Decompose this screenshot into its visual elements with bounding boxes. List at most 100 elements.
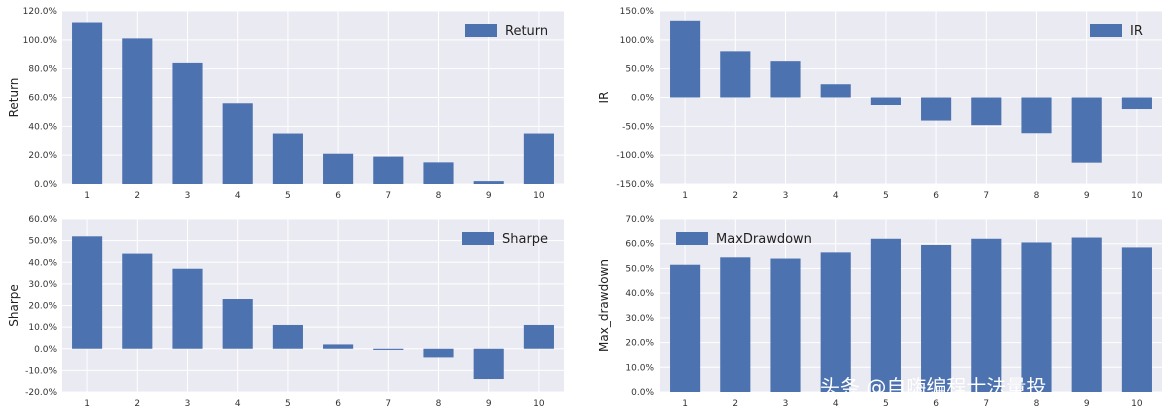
x-tick-label: 8 [436,399,442,409]
y-tick-label: 0.0% [34,180,57,190]
x-tick-label: 3 [185,399,191,409]
y-tick-label: 60.0% [28,215,57,225]
x-tick-label: 9 [486,399,492,409]
y-tick-label: -20.0% [25,388,57,398]
x-tick-label: 6 [335,191,341,201]
bar-10 [1121,97,1152,110]
bar-5 [870,238,901,392]
y-tick-label: 10.0% [28,323,57,333]
x-tick-label: 7 [983,191,989,201]
x-tick-label: 5 [285,191,291,201]
bar-5 [870,97,901,105]
bar-1 [670,264,701,392]
bar-6 [921,244,952,392]
bar-10 [523,324,554,349]
bar-1 [72,22,103,185]
x-tick-label: 10 [1131,191,1143,201]
y-tick-label: 0.0% [631,388,654,398]
bar-7 [971,97,1002,126]
x-tick-label: 7 [385,191,391,201]
x-tick-label: 1 [682,191,688,201]
legend-swatch [1090,24,1122,37]
legend-swatch [676,232,708,245]
y-tick-label: 40.0% [28,258,57,268]
bar-2 [122,38,153,185]
y-tick-label: 70.0% [625,215,654,225]
x-tick-label: 4 [235,191,241,201]
x-tick-label: 5 [883,191,889,201]
bar-9 [473,348,504,380]
bar-8 [423,162,454,184]
bar-1 [670,20,701,98]
x-tick-label: 1 [84,191,90,201]
y-tick-label: 100.0% [23,36,58,46]
x-tick-label: 10 [533,399,545,409]
x-tick-label: 4 [833,399,839,409]
x-tick-label: 7 [385,399,391,409]
y-tick-label: 100.0% [620,36,655,46]
x-tick-label: 10 [1131,399,1143,409]
bar-7 [373,348,404,350]
x-tick-label: 9 [1084,399,1090,409]
x-tick-label: 4 [833,191,839,201]
chart-panel-2: -150.0% -100.0% -50.0% 0.0% 50.0% 100.0% 150.0… [597,7,1162,201]
x-tick-label: 3 [185,191,191,201]
bar-2 [122,253,153,349]
x-tick-label: 8 [436,191,442,201]
bar-5 [272,133,303,184]
legend: Sharpe [462,232,548,247]
x-tick-label: 8 [1034,399,1040,409]
chart-panel-1: 0.0% 20.0% 40.0% 60.0% 80.0% 100.0% 120.0% 1 2 3 4… [7,7,564,201]
y-tick-label: 30.0% [28,280,57,290]
y-tick-label: 60.0% [625,240,654,250]
chart-panel-3: -20.0% -10.0% 0.0% 10.0% 20.0% 30.0% 40.0% 50.0… [7,215,564,409]
x-tick-label: 5 [285,399,291,409]
y-tick-label: 20.0% [625,339,654,349]
y-tick-label: 20.0% [28,302,57,312]
bar-4 [820,84,851,98]
bar-10 [523,133,554,184]
x-tick-label: 10 [533,191,545,201]
watermark: 头条 @自嗨编程士法量投 [820,375,1046,399]
bar-9 [473,181,504,184]
y-tick-label: -10.0% [25,366,57,376]
y-axis-label: Max_drawdown [597,259,611,352]
x-tick-label: 1 [682,399,688,409]
bar-2 [720,51,751,98]
x-tick-label: 2 [732,191,738,201]
y-axis-label: Return [7,78,21,118]
x-tick-label: 3 [783,399,789,409]
x-tick-label: 2 [134,399,140,409]
x-tick-label: 5 [883,399,889,409]
y-tick-label: 50.0% [28,237,57,247]
bar-6 [921,97,952,121]
legend-label: Sharpe [502,232,548,247]
y-tick-label: 30.0% [625,314,654,324]
y-tick-label: 150.0% [620,7,655,17]
bar-8 [1021,242,1052,392]
bar-4 [222,103,253,184]
legend: IR [1090,24,1143,39]
bar-6 [323,344,354,349]
legend: MaxDrawdown [676,232,812,247]
bar-7 [971,238,1002,392]
bar-3 [770,61,801,98]
x-tick-label: 4 [235,399,241,409]
y-tick-label: 20.0% [28,151,57,161]
legend-label: Return [505,24,548,39]
bar-4 [222,299,253,349]
bar-5 [272,324,303,349]
y-axis-label: Sharpe [7,284,21,327]
bar-3 [770,258,801,392]
bar-9 [1071,97,1102,163]
bar-8 [1021,97,1052,134]
y-tick-label: 0.0% [631,94,654,104]
x-tick-label: 6 [933,191,939,201]
y-tick-label: 0.0% [34,345,57,355]
y-tick-label: 60.0% [28,94,57,104]
x-tick-label: 8 [1034,191,1040,201]
bar-4 [820,252,851,392]
bar-10 [1121,247,1152,392]
y-tick-label: 120.0% [23,7,58,17]
